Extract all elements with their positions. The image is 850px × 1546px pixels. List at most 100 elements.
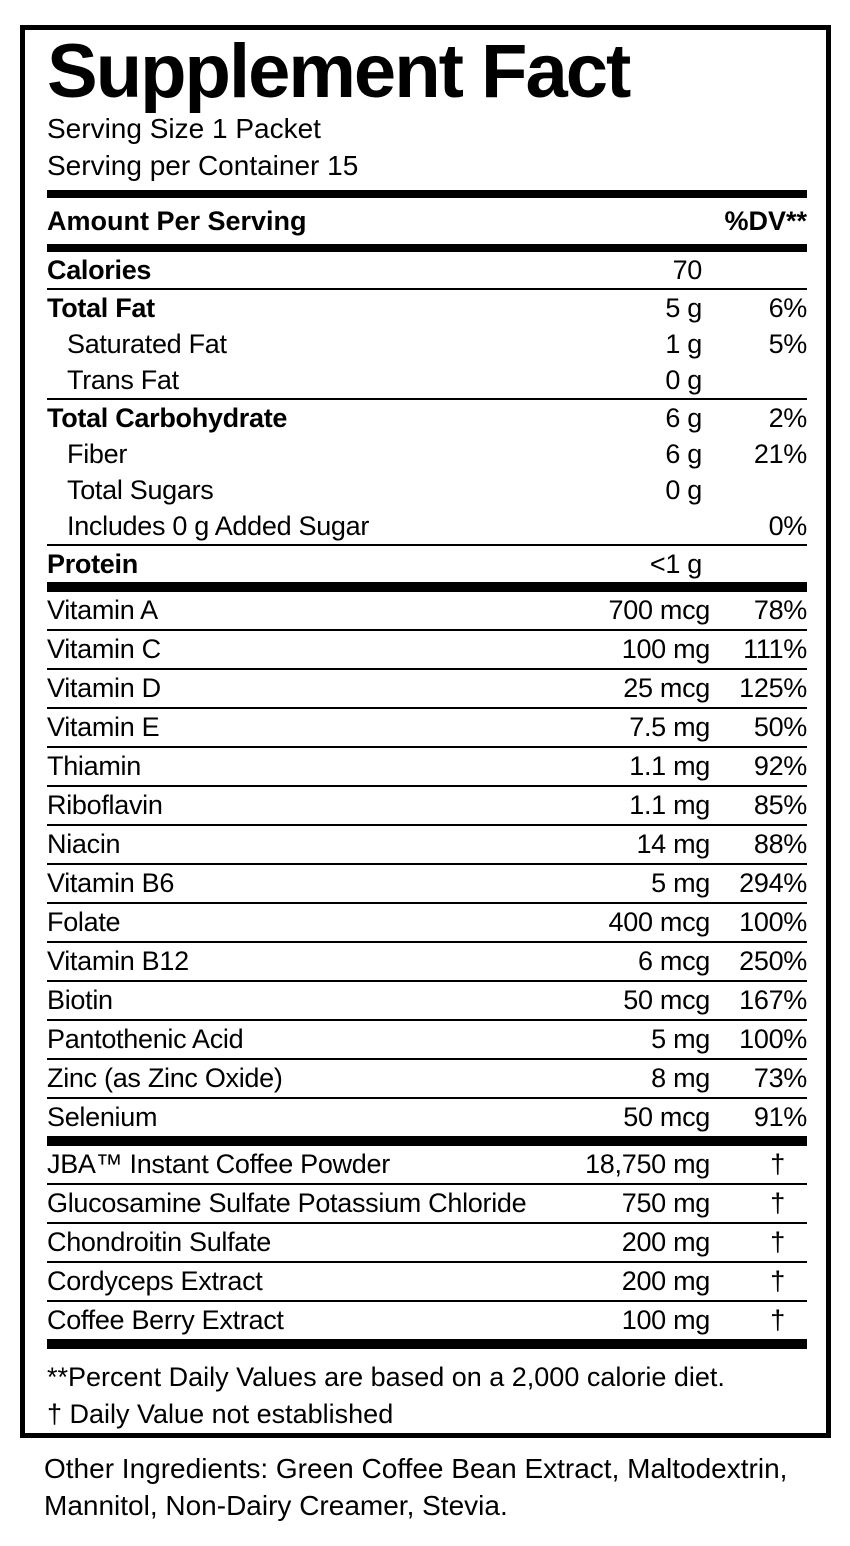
- nutrient-amount: 0 g: [665, 364, 702, 395]
- nutrient-amount: 200 mg: [621, 1227, 711, 1257]
- vitamin-row: Vitamin C 100 mg 111%: [47, 631, 807, 668]
- blend-row: Cordyceps Extract 200 mg †: [47, 1263, 807, 1300]
- nutrient-dv: 78%: [753, 595, 807, 625]
- nutrient-dv: †: [770, 1266, 785, 1296]
- divider-line: [47, 1222, 807, 1224]
- nutrient-amount: 50 mcg: [623, 985, 710, 1015]
- nutrient-amount: 18,750 mg: [585, 1149, 710, 1179]
- section-bar: [47, 244, 807, 252]
- blend-rows: JBA™ Instant Coffee Powder 18,750 mg † Gluc…: [47, 1146, 807, 1339]
- nutrient-name: Niacin: [47, 829, 121, 859]
- nutrient-name: Selenium: [47, 1102, 158, 1132]
- nutrient-amount: 7.5 mg: [629, 712, 710, 742]
- nutrient-amount: 100 mg: [621, 634, 711, 664]
- nutrient-name: Total Fat: [47, 292, 155, 323]
- nutrient-amount: 25 mcg: [623, 673, 710, 703]
- section-bar: [47, 1136, 807, 1146]
- divider-line: [47, 746, 807, 748]
- nutrient-amount: 70: [672, 254, 703, 285]
- divider-line: [47, 1300, 807, 1302]
- vitamin-row: Biotin 50 mcg 167%: [47, 982, 807, 1019]
- nutrient-amount: 6 g: [665, 402, 702, 433]
- macro-row: Fiber 6 g 21%: [47, 436, 807, 472]
- vitamin-row: Vitamin A 700 mcg 78%: [47, 592, 807, 629]
- nutrient-name: Riboflavin: [47, 790, 163, 820]
- vitamin-row: Vitamin B12 6 mcg 250%: [47, 943, 807, 980]
- divider-line: [47, 288, 807, 290]
- nutrient-name: Thiamin: [47, 751, 141, 781]
- nutrient-dv: †: [770, 1188, 785, 1218]
- vitamin-row: Pantothenic Acid 5 mg 100%: [47, 1021, 807, 1058]
- nutrient-dv: †: [770, 1149, 785, 1179]
- nutrient-dv: 92%: [753, 751, 807, 781]
- macro-row: Total Carbohydrate 6 g 2%: [47, 400, 807, 436]
- vitamin-row: Vitamin B6 5 mg 294%: [47, 865, 807, 902]
- nutrient-name: Vitamin B12: [47, 946, 189, 976]
- nutrient-amount: 700 mcg: [608, 595, 711, 625]
- serving-size: Serving Size 1 Packet: [47, 113, 321, 144]
- macro-row: Includes 0 g Added Sugar 0%: [47, 508, 807, 544]
- nutrient-dv: 111%: [743, 634, 807, 664]
- nutrient-dv: 5%: [768, 328, 808, 359]
- divider-line: [47, 629, 807, 631]
- nutrient-name: Calories: [47, 254, 152, 285]
- vitamin-row: Thiamin 1.1 mg 92%: [47, 748, 807, 785]
- nutrient-dv: 125%: [739, 673, 807, 703]
- section-bar: [47, 190, 807, 198]
- vitamin-row: Vitamin D 25 mcg 125%: [47, 670, 807, 707]
- macro-row: Protein <1 g: [47, 546, 807, 582]
- macro-row: Total Sugars 0 g: [47, 472, 807, 508]
- nutrient-amount: <1 g: [649, 548, 702, 579]
- section-bar: [47, 582, 807, 592]
- nutrient-amount: 50 mcg: [623, 1102, 710, 1132]
- divider-line: [47, 1058, 807, 1060]
- nutrient-amount: 200 mg: [621, 1266, 711, 1296]
- nutrient-name: Zinc (as Zinc Oxide): [47, 1063, 283, 1093]
- nutrient-name: Includes 0 g Added Sugar: [67, 510, 370, 541]
- nutrient-amount: 1.1 mg: [629, 751, 710, 781]
- divider-line: [47, 980, 807, 982]
- divider-line: [47, 863, 807, 865]
- footnote-dagger: † Daily Value not established: [47, 1399, 394, 1429]
- nutrient-dv: 91%: [753, 1102, 807, 1132]
- nutrient-dv: 50%: [753, 712, 807, 742]
- vitamin-row: Vitamin E 7.5 mg 50%: [47, 709, 807, 746]
- header-percent-dv: %DV**: [724, 205, 807, 236]
- servings-per-container: Serving per Container 15: [47, 150, 359, 181]
- footnote-percent-dv: **Percent Daily Values are based on a 2,…: [47, 1362, 725, 1392]
- vitamin-row: Selenium 50 mcg 91%: [47, 1099, 807, 1136]
- nutrient-amount: 100 mg: [621, 1305, 711, 1335]
- divider-line: [47, 902, 807, 904]
- nutrient-amount: 5 g: [665, 292, 702, 323]
- nutrient-dv: 0%: [768, 510, 808, 541]
- divider-line: [47, 668, 807, 670]
- vitamin-row: Folate 400 mcg 100%: [47, 904, 807, 941]
- serving-info: Serving Size 1 Packet Serving per Contai…: [47, 110, 807, 184]
- divider-line: [47, 398, 807, 400]
- section-bar: [47, 1339, 807, 1349]
- divider-line: [47, 941, 807, 943]
- macro-row: Calories 70: [47, 252, 807, 288]
- nutrient-name: Total Sugars: [67, 474, 214, 505]
- nutrient-name: Folate: [47, 907, 121, 937]
- divider-line: [47, 824, 807, 826]
- blend-row: JBA™ Instant Coffee Powder 18,750 mg †: [47, 1146, 807, 1183]
- nutrient-dv: 100%: [739, 907, 807, 937]
- nutrient-dv: 73%: [753, 1063, 807, 1093]
- divider-line: [47, 1019, 807, 1021]
- footnotes: **Percent Daily Values are based on a 2,…: [47, 1349, 807, 1433]
- vitamin-rows: Vitamin A 700 mcg 78% Vitamin C 100 mg 111% Vi…: [47, 592, 807, 1136]
- divider-line: [47, 1261, 807, 1263]
- vitamin-row: Riboflavin 1.1 mg 85%: [47, 787, 807, 824]
- nutrient-amount: 6 mcg: [637, 946, 710, 976]
- nutrient-dv: 167%: [739, 985, 807, 1015]
- nutrient-name: Biotin: [47, 985, 113, 1015]
- macronutrient-rows: Calories 70 Total Fat 5 g 6% Saturated Fat 1 g…: [47, 252, 807, 582]
- nutrient-name: Chondroitin Sulfate: [47, 1227, 271, 1257]
- macro-row: Total Fat 5 g 6%: [47, 290, 807, 326]
- nutrient-name: Coffee Berry Extract: [47, 1305, 284, 1335]
- nutrient-amount: 1 g: [665, 328, 702, 359]
- nutrient-dv: †: [770, 1305, 785, 1335]
- nutrient-name: Protein: [47, 548, 138, 579]
- nutrient-name: Vitamin C: [47, 634, 161, 664]
